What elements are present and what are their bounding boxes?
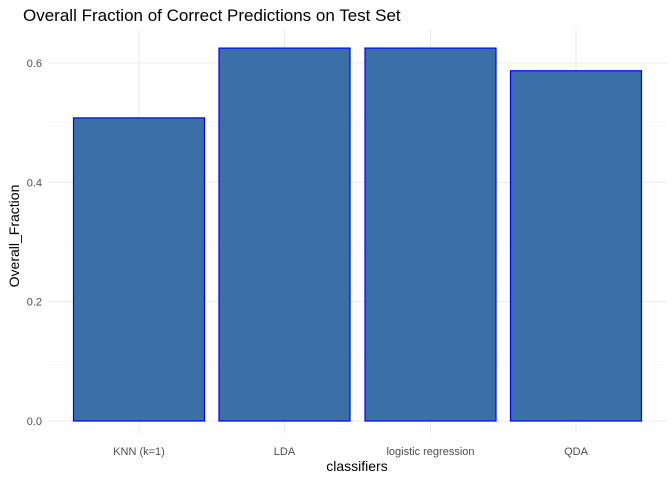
x-tick-label: LDA: [274, 446, 296, 458]
x-tick-label: QDA: [564, 446, 589, 458]
chart-title: Overall Fraction of Correct Predictions …: [23, 6, 401, 25]
x-tick-label: KNN (k=1): [113, 446, 165, 458]
bar: [218, 47, 351, 422]
y-tick-label: 0.0: [27, 416, 42, 428]
x-tick-label: logistic regression: [386, 446, 474, 458]
bars: [72, 47, 643, 422]
bar: [72, 117, 206, 422]
y-tick-label: 0.2: [27, 297, 42, 309]
x-axis-ticks: KNN (k=1) LDA logistic regression QDA: [113, 446, 588, 458]
bar: [364, 47, 497, 422]
y-tick-label: 0.4: [27, 177, 42, 189]
y-axis-label: Overall_Fraction: [6, 185, 22, 288]
x-axis-label: classifiers: [326, 458, 387, 474]
bar: [509, 70, 643, 422]
y-tick-label: 0.6: [27, 58, 42, 70]
y-axis-ticks: 0.0 0.2 0.4 0.6: [27, 58, 42, 428]
